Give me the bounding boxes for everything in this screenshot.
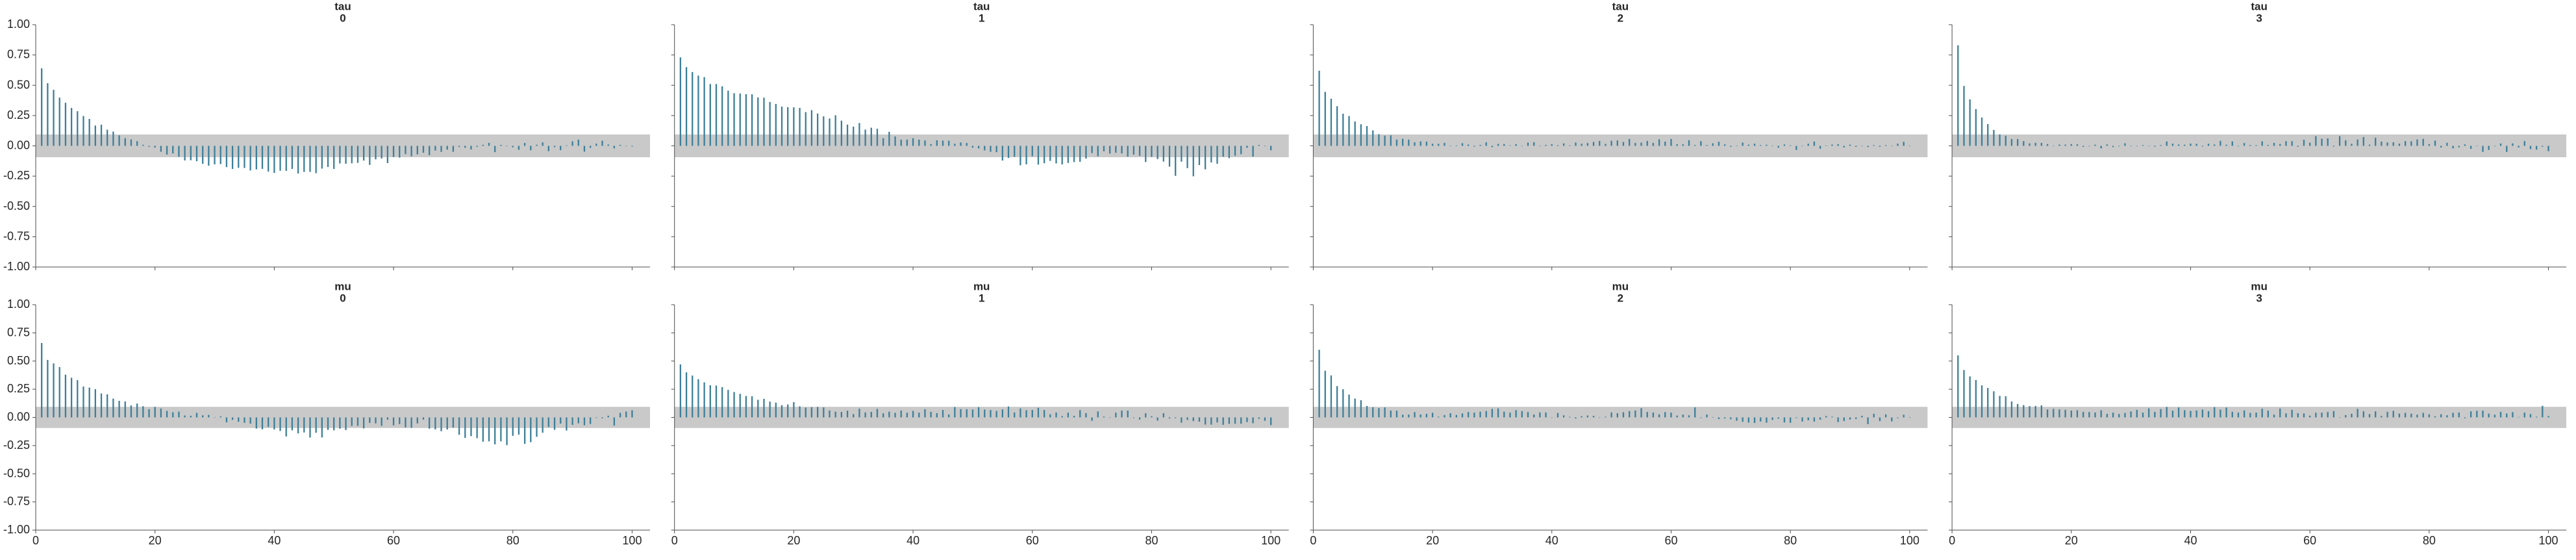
svg-text:2: 2 bbox=[1618, 292, 1623, 305]
svg-text:tau: tau bbox=[2251, 1, 2268, 13]
svg-text:80: 80 bbox=[2423, 534, 2436, 547]
svg-text:40: 40 bbox=[268, 534, 281, 547]
svg-text:tau: tau bbox=[1612, 1, 1629, 13]
svg-text:80: 80 bbox=[1784, 534, 1797, 547]
svg-text:-0.25: -0.25 bbox=[3, 439, 30, 452]
svg-text:100: 100 bbox=[1261, 534, 1281, 547]
svg-text:-0.50: -0.50 bbox=[3, 466, 30, 479]
svg-text:tau: tau bbox=[973, 1, 990, 13]
svg-text:40: 40 bbox=[1545, 534, 1558, 547]
svg-text:3: 3 bbox=[2256, 292, 2262, 305]
svg-text:20: 20 bbox=[149, 534, 162, 547]
svg-text:60: 60 bbox=[1664, 534, 1677, 547]
svg-text:mu: mu bbox=[1612, 281, 1629, 293]
svg-text:80: 80 bbox=[506, 534, 519, 547]
svg-text:100: 100 bbox=[622, 534, 642, 547]
svg-text:mu: mu bbox=[334, 281, 351, 293]
svg-text:40: 40 bbox=[907, 534, 919, 547]
svg-text:60: 60 bbox=[2303, 534, 2316, 547]
svg-text:0.75: 0.75 bbox=[7, 325, 30, 338]
svg-text:-0.50: -0.50 bbox=[3, 199, 30, 212]
svg-text:-0.75: -0.75 bbox=[3, 229, 30, 242]
svg-text:tau: tau bbox=[334, 1, 351, 13]
svg-text:0.25: 0.25 bbox=[7, 108, 30, 121]
svg-text:0: 0 bbox=[1949, 534, 1955, 547]
svg-text:0: 0 bbox=[1310, 534, 1316, 547]
svg-text:1.00: 1.00 bbox=[7, 298, 30, 311]
svg-text:20: 20 bbox=[787, 534, 800, 547]
svg-text:1.00: 1.00 bbox=[7, 18, 30, 31]
svg-text:0.25: 0.25 bbox=[7, 382, 30, 395]
svg-text:100: 100 bbox=[2539, 534, 2558, 547]
svg-text:0.00: 0.00 bbox=[7, 411, 30, 424]
svg-text:20: 20 bbox=[1426, 534, 1439, 547]
svg-text:mu: mu bbox=[2251, 281, 2268, 293]
svg-text:60: 60 bbox=[387, 534, 400, 547]
svg-text:-1.00: -1.00 bbox=[3, 260, 30, 273]
svg-text:100: 100 bbox=[1900, 534, 1919, 547]
svg-text:2: 2 bbox=[1618, 12, 1623, 25]
svg-text:1: 1 bbox=[979, 12, 984, 25]
svg-text:3: 3 bbox=[2256, 12, 2262, 25]
svg-text:20: 20 bbox=[2065, 534, 2078, 547]
svg-text:0.50: 0.50 bbox=[7, 78, 30, 91]
svg-text:40: 40 bbox=[2184, 534, 2197, 547]
svg-text:-0.25: -0.25 bbox=[3, 169, 30, 182]
svg-text:0.75: 0.75 bbox=[7, 48, 30, 61]
svg-text:0: 0 bbox=[340, 12, 345, 25]
svg-text:0.00: 0.00 bbox=[7, 139, 30, 152]
svg-text:1: 1 bbox=[979, 292, 984, 305]
svg-text:80: 80 bbox=[1145, 534, 1158, 547]
svg-text:-1.00: -1.00 bbox=[3, 523, 30, 536]
svg-text:mu: mu bbox=[973, 281, 990, 293]
svg-text:0: 0 bbox=[340, 292, 345, 305]
svg-text:0.50: 0.50 bbox=[7, 354, 30, 367]
svg-text:0: 0 bbox=[32, 534, 39, 547]
svg-text:60: 60 bbox=[1026, 534, 1039, 547]
svg-text:0: 0 bbox=[671, 534, 678, 547]
svg-text:-0.75: -0.75 bbox=[3, 495, 30, 508]
